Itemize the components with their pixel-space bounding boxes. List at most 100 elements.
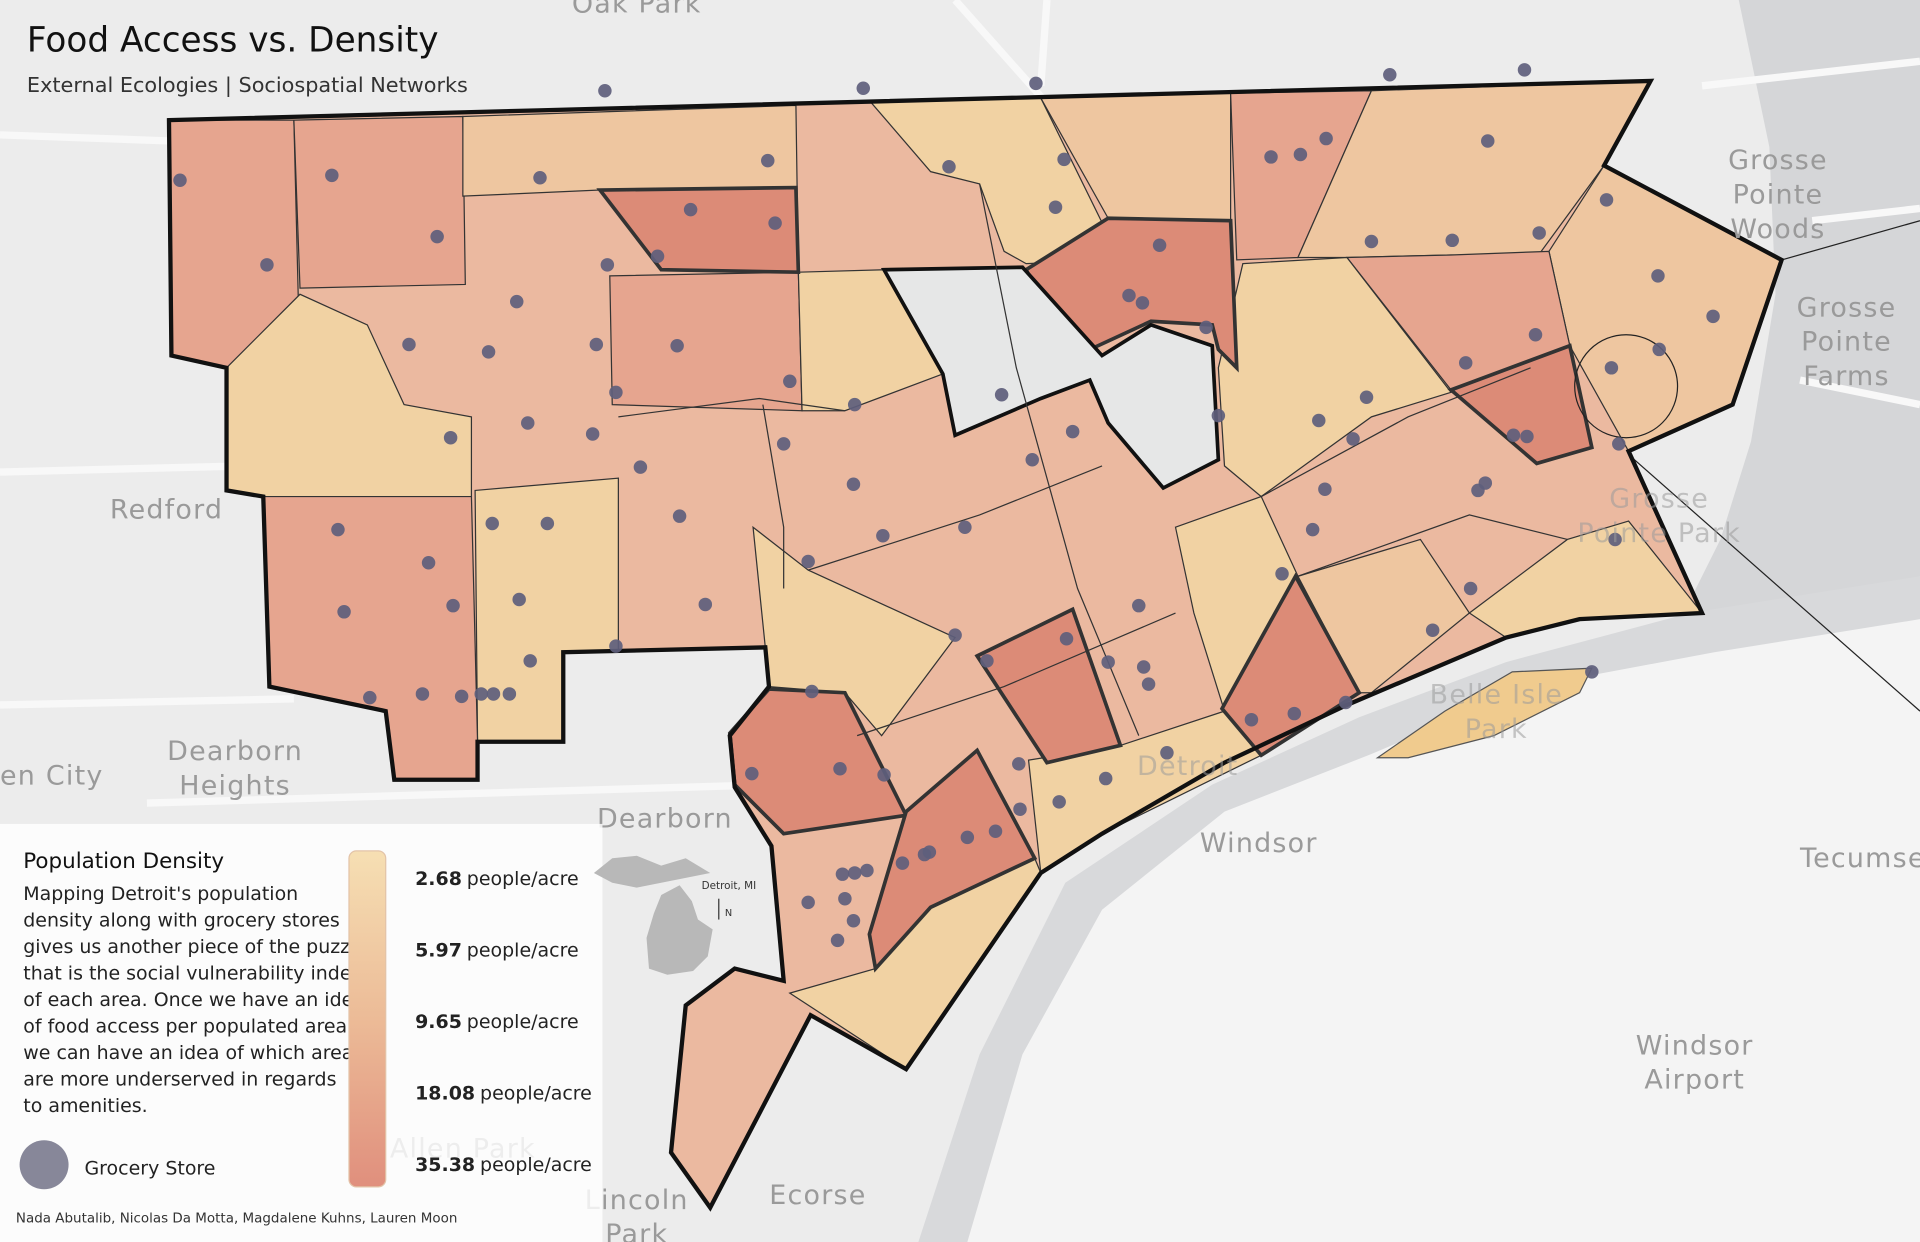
step-unit: people/acre [480, 1154, 592, 1176]
grocery-store [768, 216, 782, 230]
lake [1683, 0, 1920, 663]
grocery-store [1122, 288, 1136, 303]
grocery-store [1211, 408, 1226, 423]
neighborhood [1219, 572, 1362, 758]
grocery-store [1652, 342, 1666, 357]
road [0, 695, 294, 709]
description-line: of food access per populated area, [23, 1015, 353, 1037]
grocery-store [1305, 522, 1320, 537]
road [1811, 204, 1920, 225]
grocery-store [1425, 623, 1440, 637]
grocery-store [835, 867, 850, 881]
description-line: Mapping Detroit's population [23, 883, 298, 905]
road [952, 0, 1056, 113]
grocery-store [1287, 706, 1302, 721]
grocery-store [1528, 327, 1543, 342]
grocery-store [948, 628, 962, 642]
grocery-store [838, 891, 852, 906]
excluded-area [880, 265, 1221, 491]
grocery-store [1481, 134, 1495, 148]
grocery-store [430, 229, 444, 244]
grocery-store [801, 895, 815, 910]
road [1037, 0, 1051, 87]
neighborhood [867, 747, 1038, 973]
grocery-store [1364, 234, 1379, 249]
city-boundary [166, 78, 1785, 1212]
grocery-store [1359, 390, 1374, 404]
place-label: Grosse [1728, 145, 1828, 176]
inset-label: Detroit, MI [702, 880, 757, 892]
grocery-store [1532, 226, 1546, 240]
grocery-store [1319, 131, 1333, 146]
store-label: Grocery Store [84, 1158, 215, 1180]
step-unit: people/acre [467, 1011, 579, 1033]
grocery-store [776, 437, 791, 451]
grocery-store [942, 160, 956, 174]
grocery-store [331, 522, 345, 537]
credits: Nada Abutalib, Nicolas Da Motta, Magdale… [16, 1210, 457, 1226]
grocery-store [260, 258, 274, 272]
legend-panel [0, 823, 603, 1242]
grocery-store [1132, 598, 1146, 613]
grocery-store [1651, 269, 1665, 283]
grocery-store [847, 397, 862, 412]
grocery-store [994, 388, 1009, 402]
grocery-store [1520, 429, 1534, 444]
grocery-store [1152, 238, 1167, 252]
place-label: Pointe [1733, 180, 1824, 211]
grocery-store [761, 153, 775, 168]
place-label: Dearborn [597, 804, 733, 835]
grocery-store [325, 168, 339, 183]
place-label: Airport [1644, 1065, 1745, 1096]
grocery-store [609, 385, 623, 400]
grocery-store [1517, 63, 1532, 77]
street-boundary [618, 397, 845, 418]
grocery-store [363, 690, 377, 705]
grocery-store [600, 258, 615, 272]
subtitle: External Ecologies | Sociospatial Networ… [27, 73, 468, 98]
grocery-store [1244, 712, 1259, 727]
legend-description: Mapping Detroit's population density alon… [23, 883, 367, 1117]
grocery-store [745, 766, 759, 781]
north-label: N [725, 908, 732, 919]
density-step: 2.68 people/acre [415, 868, 579, 890]
river [918, 576, 1920, 1242]
neighborhood [609, 271, 803, 412]
street-boundary [762, 404, 785, 589]
grocery-store [1612, 437, 1626, 451]
street-boundary [807, 465, 1103, 571]
grocery-store [415, 687, 430, 701]
street-boundary [1260, 367, 1531, 498]
grocery-store [446, 598, 460, 613]
grocery-store [1458, 356, 1473, 370]
canada [955, 613, 1920, 1242]
grocery-store [1052, 795, 1066, 809]
buffer-ring [1574, 334, 1679, 439]
neighborhood [293, 115, 466, 289]
grocery-store [1463, 581, 1478, 596]
grocery-store [1264, 150, 1278, 164]
road [146, 781, 772, 807]
grocery-store [988, 824, 1003, 839]
grocery-store [510, 294, 524, 309]
grocery-stores [173, 63, 1720, 948]
neighborhood [1217, 256, 1453, 498]
place-label: Park [1465, 714, 1528, 745]
grocery-store [1199, 320, 1213, 335]
upper-peninsula [593, 855, 711, 888]
grocery-store [337, 605, 351, 619]
grocery-store [1506, 428, 1521, 442]
grocery-store [847, 866, 862, 880]
place-label: Windsor [1200, 828, 1318, 859]
grocery-store [670, 339, 684, 353]
grocery-store [1101, 655, 1115, 669]
road [1701, 57, 1920, 90]
neighborhood [797, 269, 944, 412]
step-unit: people/acre [480, 1083, 592, 1105]
grocery-store [1599, 193, 1614, 207]
step-value: 9.65 [415, 1011, 462, 1033]
grocery-store [683, 202, 698, 217]
street-boundary [1297, 514, 1568, 577]
grocery-store [485, 516, 499, 531]
grocery-store [633, 460, 648, 474]
